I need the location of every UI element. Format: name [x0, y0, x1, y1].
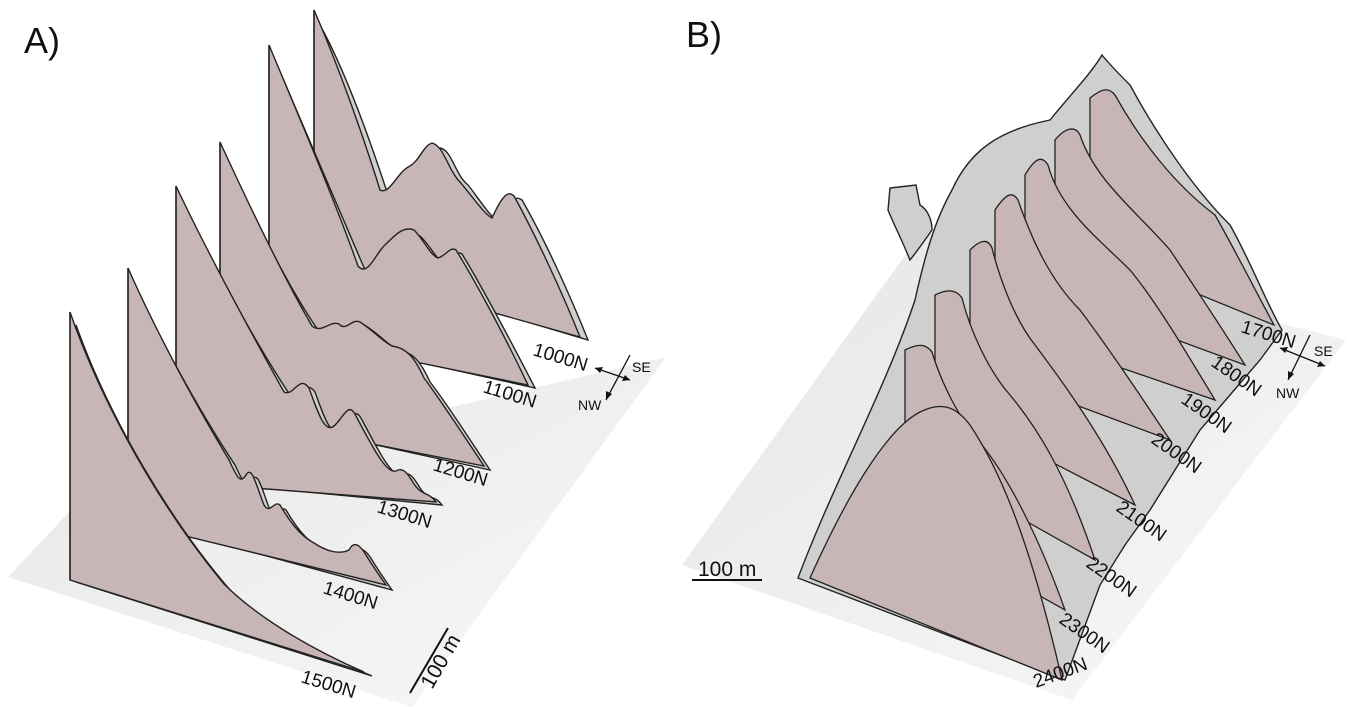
panel-a-base-plane [8, 357, 666, 707]
section-b-2200n [934, 290, 1097, 562]
panel-a: A) [0, 0, 670, 707]
panel-b: B) [670, 0, 1350, 707]
panel-b-compass: SE NW [1276, 334, 1333, 401]
panel-b-scale-label: 100 m [698, 558, 756, 581]
panel-a-diagram: 1000N 1100N 1200N 1300N 1400N 1500N 100 … [8, 9, 666, 707]
section-b-2400n [809, 405, 1063, 682]
panel-b-flap [887, 184, 933, 262]
panel-b-label: B) [686, 14, 722, 55]
panel-b-compass-se: SE [1314, 343, 1333, 359]
panel-b-diagram: 1700N 1800N 1900N 2000N 2100N 2200N 2300… [682, 53, 1346, 700]
panel-a-compass-nw: NW [578, 397, 602, 413]
section-1500n [69, 311, 373, 677]
panel-b-compass-nw: NW [1276, 385, 1300, 401]
panel-a-compass: SE NW [578, 354, 651, 413]
section-label-1000n: 1000N [531, 340, 591, 376]
panel-a-label: A) [24, 20, 60, 61]
section-1100n [268, 44, 537, 390]
panel-a-compass-se: SE [632, 359, 651, 375]
panel-b-scale-bar: 100 m [692, 558, 762, 581]
